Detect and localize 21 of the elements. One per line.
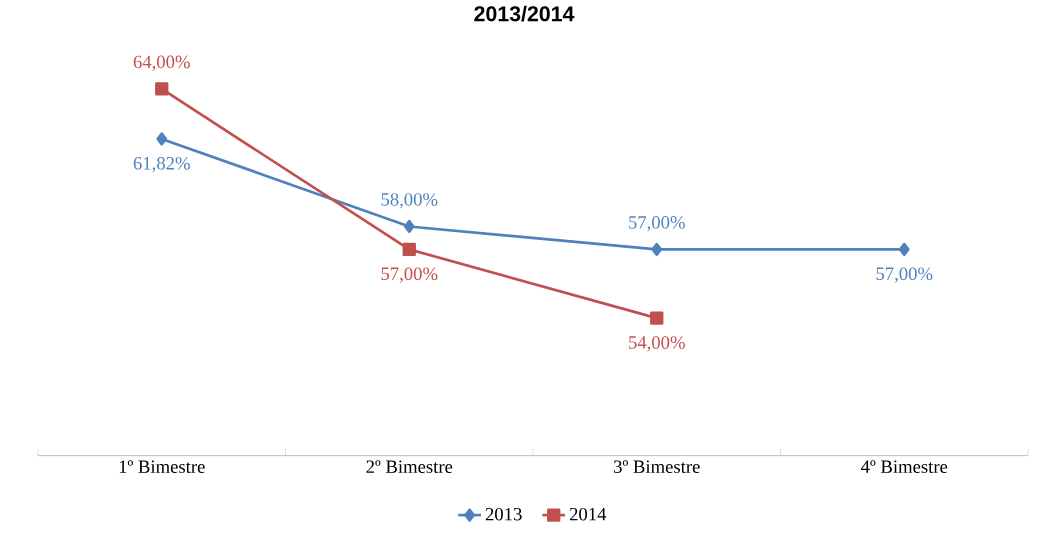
point	[403, 219, 415, 234]
point	[402, 242, 416, 257]
point	[898, 242, 910, 257]
data-label: 57,00%	[381, 267, 438, 283]
x-tick-label: 1º Bimestre	[119, 460, 205, 473]
legend-label: 2014	[569, 507, 607, 521]
data-label: 58,00%	[381, 193, 438, 209]
legend-label: 2013	[485, 507, 522, 521]
point	[651, 242, 663, 257]
data-label: 54,00%	[629, 336, 685, 352]
chart-title: 2013/2014	[474, 5, 575, 22]
point	[650, 311, 664, 325]
point	[155, 82, 169, 96]
x-tick-label: 2º Bimestre	[366, 460, 453, 473]
x-tick-label: 3º Bimestre	[614, 460, 700, 473]
data-label: 57,00%	[876, 267, 933, 283]
point	[156, 132, 168, 146]
data-label: 57,00%	[629, 216, 685, 232]
x-tick-label: 4º Bimestre	[861, 460, 948, 473]
data-label: 61,82%	[133, 156, 190, 173]
data-label: 64,00%	[133, 55, 190, 71]
